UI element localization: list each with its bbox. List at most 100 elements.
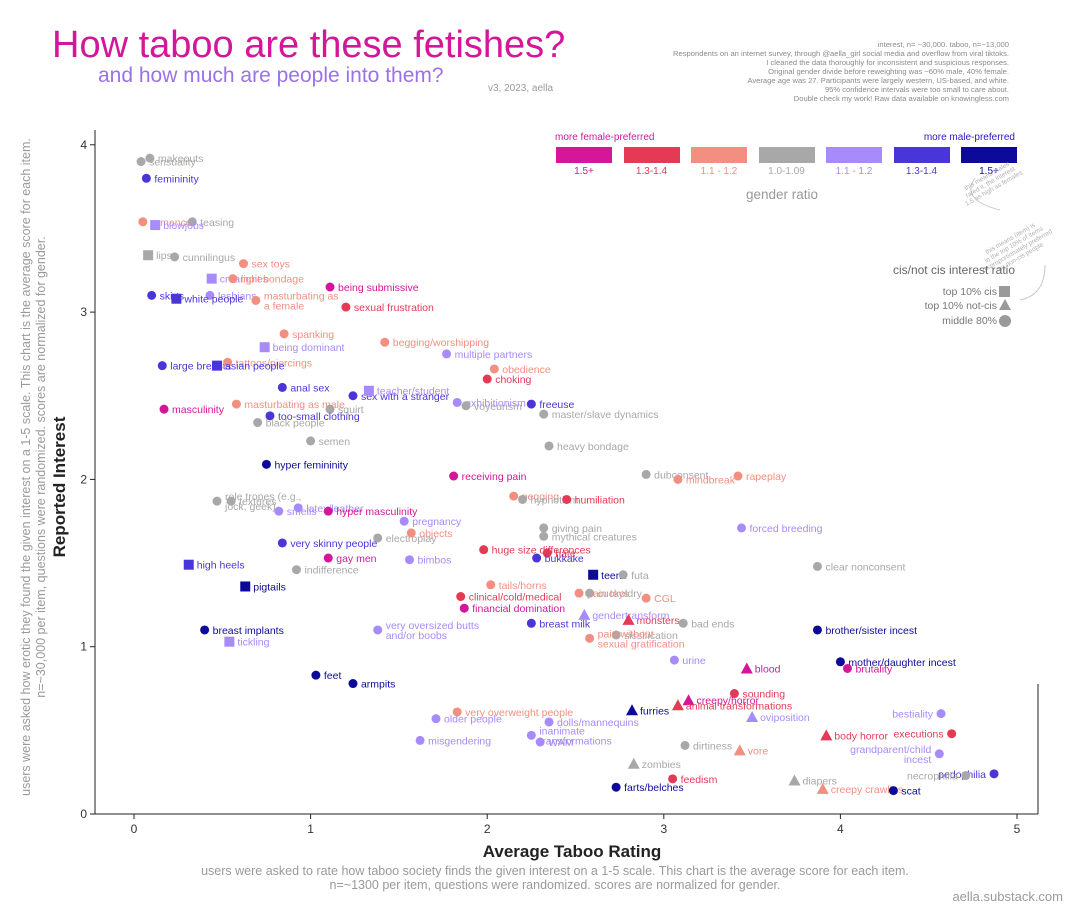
- point-marker-square: [259, 342, 270, 353]
- data-point: latex/leather: [293, 503, 364, 515]
- point-label-line: gay men: [336, 553, 376, 565]
- point-label-line: receiving pain: [462, 471, 527, 483]
- data-point: exhibitionism: [452, 397, 526, 409]
- point-label-line: WAM: [548, 737, 573, 749]
- point-marker-circle: [518, 494, 528, 504]
- data-point: cuckoldry: [585, 588, 643, 600]
- point-label-line: furries: [640, 705, 669, 717]
- point-label: bad ends: [691, 618, 734, 630]
- data-point: mythical creatures: [539, 531, 637, 543]
- point-label-line: sissification: [624, 630, 678, 642]
- data-point: semen: [306, 436, 350, 448]
- point-label: giving pain: [552, 523, 602, 535]
- point-label-line: animal transformations: [686, 700, 792, 712]
- point-marker-circle: [261, 459, 271, 469]
- data-point: white people: [171, 293, 244, 306]
- note-line: I cleaned the data thoroughly for incons…: [766, 58, 1009, 67]
- point-label-line: choking: [495, 374, 531, 386]
- taboo-method-note: users were asked to rate how taboo socie…: [201, 864, 909, 892]
- point-marker-circle: [323, 553, 333, 563]
- point-label: financial domination: [472, 603, 565, 615]
- point-marker-circle: [611, 630, 621, 640]
- point-marker-circle: [231, 399, 241, 409]
- point-label-line: body horror: [834, 730, 888, 742]
- point-label: diapers: [802, 776, 836, 788]
- data-point: pregnancy: [399, 516, 462, 528]
- point-label-line: farts/belches: [624, 782, 684, 794]
- point-marker-circle: [544, 441, 554, 451]
- point-label-line: pegging: [522, 491, 560, 503]
- point-label-line: hate: [555, 548, 576, 560]
- point-marker-circle: [486, 580, 496, 590]
- legend-circle-marker: [999, 315, 1011, 327]
- point-label: latex/leather: [306, 503, 364, 515]
- point-label-line: makeouts: [158, 153, 204, 165]
- point-marker-triangle: [627, 757, 640, 769]
- point-label-line: tickling: [237, 637, 269, 649]
- point-label-line: masculinity: [172, 404, 225, 416]
- point-label: masturbating as male: [244, 399, 345, 411]
- point-label: armpits: [361, 679, 395, 691]
- data-point: sissification: [611, 630, 678, 642]
- point-marker-circle: [835, 657, 845, 667]
- point-label-line: lesbians: [218, 290, 257, 302]
- point-label: pregnancy: [412, 516, 462, 528]
- point-label: gendertransform: [592, 610, 669, 622]
- x-tick-label: 0: [131, 822, 138, 836]
- point-label: very oversized butts and/or boobs: [386, 620, 479, 642]
- point-marker-circle: [325, 282, 335, 292]
- point-marker-circle: [311, 670, 321, 680]
- point-label-line: CGL: [654, 593, 676, 605]
- note-line: n=~30,000 per item, questions were rando…: [34, 236, 48, 698]
- point-marker-circle: [585, 588, 595, 598]
- point-label-line: sex with a stranger: [361, 391, 450, 403]
- point-label: bukkake: [545, 553, 584, 565]
- point-label: pigtails: [253, 581, 286, 593]
- data-point: CGL: [641, 593, 676, 605]
- data-point: pain toys: [574, 588, 629, 600]
- data-point: breast implants: [200, 625, 284, 637]
- point-marker-circle: [961, 771, 971, 781]
- point-label-line: necrophilia: [907, 771, 958, 783]
- point-label: farts/belches: [624, 782, 684, 794]
- point-label-line: mindbreak: [686, 474, 736, 486]
- point-marker-circle: [456, 592, 466, 602]
- point-label: tattoos/piercings: [236, 357, 312, 369]
- point-label-line: breast implants: [213, 625, 284, 637]
- point-label: too-small clothing: [278, 411, 360, 423]
- point-marker-circle: [542, 548, 552, 558]
- data-point: huge size differences: [479, 545, 591, 557]
- point-marker-circle: [341, 302, 351, 312]
- point-label-line: tattoos/piercings: [236, 357, 312, 369]
- point-label-line: pain without: [598, 628, 654, 640]
- point-label-line: dubconsent: [654, 469, 708, 481]
- point-label: sissification: [624, 630, 678, 642]
- point-label: light bondage: [241, 274, 304, 286]
- data-point: role tropes (e.g., jock, geek): [212, 491, 301, 513]
- point-label: creepy crawlies: [831, 784, 903, 796]
- point-label: blowjobs: [163, 220, 204, 232]
- point-label: voyeurism: [474, 401, 522, 413]
- point-label: rapeplay: [746, 471, 787, 483]
- point-marker-circle: [668, 774, 678, 784]
- point-marker-square: [240, 581, 251, 592]
- point-marker-circle: [277, 538, 287, 548]
- point-label-line: bad ends: [691, 618, 734, 630]
- point-label: scat: [901, 786, 920, 798]
- point-label: oviposition: [760, 712, 810, 724]
- data-point: high heels: [183, 559, 245, 572]
- data-point: electroplay: [373, 533, 437, 545]
- data-point: teacher/student: [363, 385, 449, 398]
- point-marker-triangle: [746, 710, 759, 722]
- point-label-line: incest: [904, 754, 932, 766]
- x-tick-label: 3: [660, 822, 667, 836]
- point-label-line: multiple partners: [455, 349, 533, 361]
- point-marker-circle: [733, 471, 743, 481]
- point-marker-circle: [373, 533, 383, 543]
- point-label: hyper femininity: [274, 459, 348, 471]
- point-label-line: feet: [324, 670, 342, 682]
- legend-explainer-arrow: [1019, 264, 1046, 301]
- point-label: furries: [640, 705, 669, 717]
- legend-swatch-label: 1.0-1.09: [768, 166, 805, 177]
- data-point: lesbians: [205, 290, 256, 302]
